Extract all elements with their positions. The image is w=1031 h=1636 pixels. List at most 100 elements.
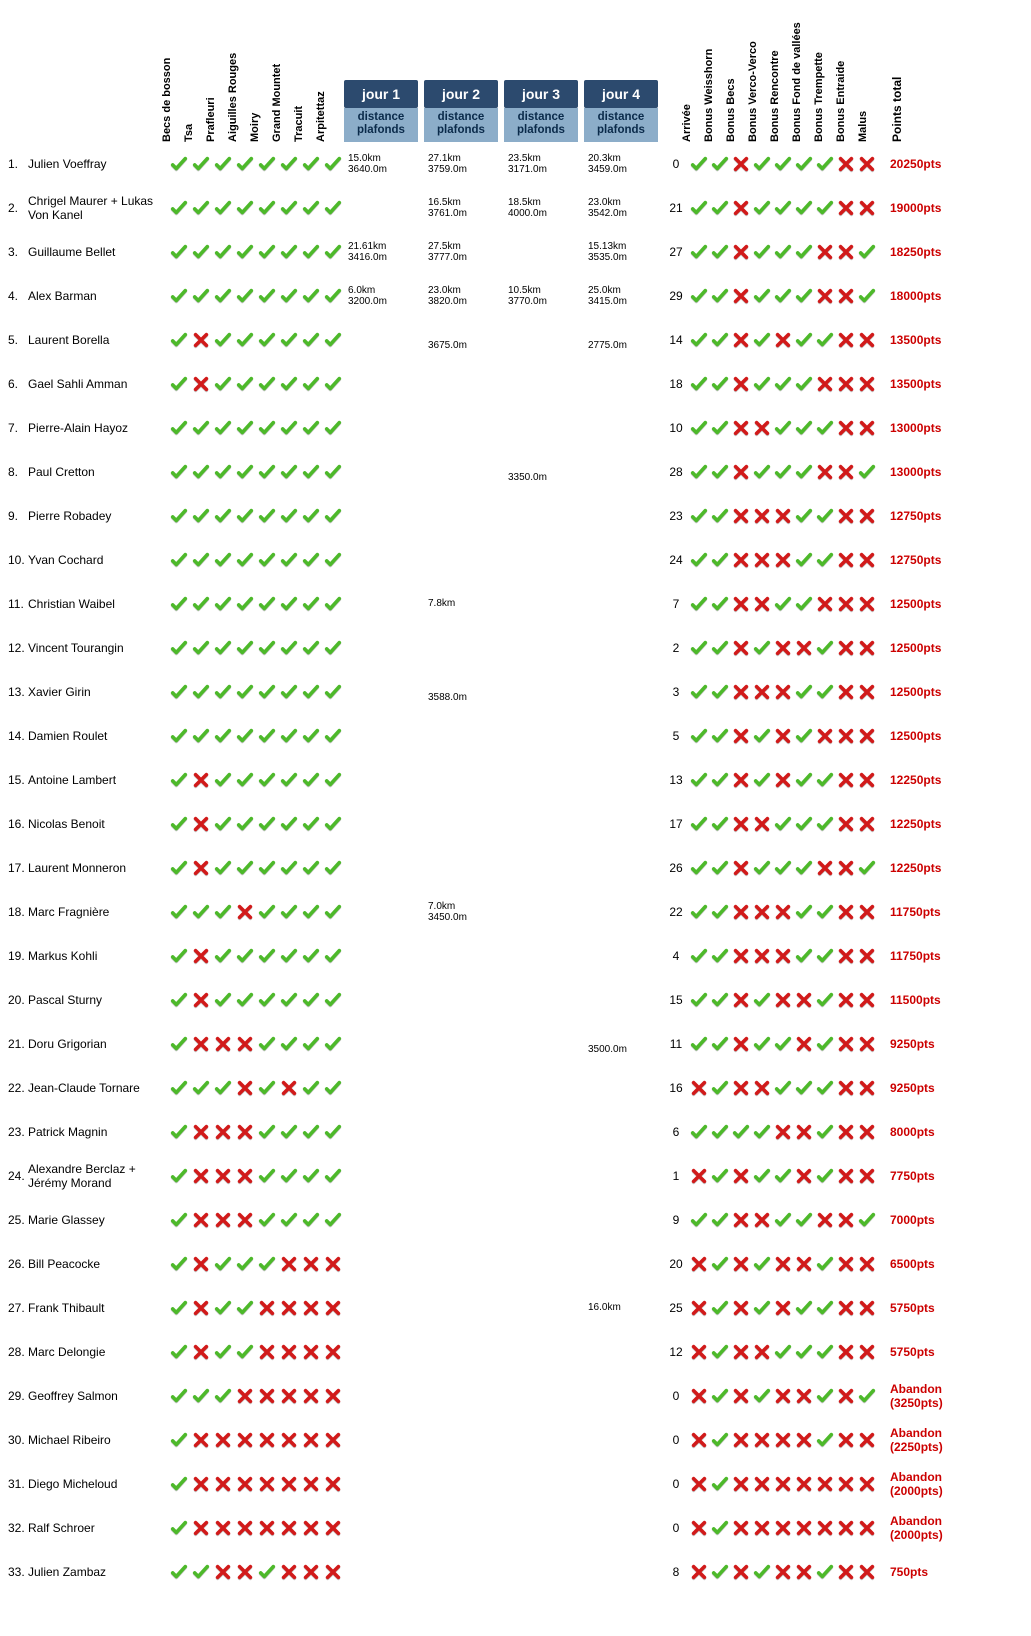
check-icon (256, 1254, 277, 1275)
peak-checks (168, 858, 344, 879)
check-icon (256, 770, 277, 791)
competitor-name: Diego Micheloud (28, 1477, 168, 1491)
check-icon (212, 550, 233, 571)
check-icon (168, 462, 189, 483)
cross-icon (793, 1430, 814, 1451)
check-icon (709, 770, 730, 791)
cross-icon (730, 198, 751, 219)
competitor-name: Marc Fragnière (28, 905, 168, 919)
peak-checks (168, 1342, 344, 1363)
cross-icon (278, 1562, 299, 1583)
points-total: Abandon(2000pts) (886, 1514, 996, 1542)
cross-icon (835, 682, 856, 703)
competitor-name: Julien Voeffray (28, 157, 168, 171)
arrival-number: 8 (664, 1565, 688, 1579)
cross-icon (730, 902, 751, 923)
points-total: 13500pts (886, 333, 996, 347)
check-icon (168, 594, 189, 615)
table-row: 32.Ralf Schroer0Abandon(2000pts) (8, 1506, 1023, 1550)
rank: 13. (8, 685, 28, 699)
check-icon (278, 1166, 299, 1187)
check-icon (751, 990, 772, 1011)
check-icon (814, 1166, 835, 1187)
check-icon (322, 242, 343, 263)
check-icon (168, 1166, 189, 1187)
check-icon (709, 638, 730, 659)
check-icon (168, 946, 189, 967)
day-headers: jour 1distanceplafondsjour 2distanceplaf… (344, 16, 664, 142)
cross-icon (793, 1122, 814, 1143)
cross-icon (190, 1034, 211, 1055)
check-icon (234, 374, 255, 395)
check-icon (300, 462, 321, 483)
cross-icon (751, 902, 772, 923)
table-row: 4.Alex Barman6.0km3200.0m23.0km3820.0m10… (8, 274, 1023, 318)
check-icon (212, 1386, 233, 1407)
check-icon (168, 1298, 189, 1319)
peak-checks (168, 462, 344, 483)
check-icon (688, 374, 709, 395)
cross-icon (772, 682, 793, 703)
check-icon (168, 1474, 189, 1495)
cross-icon (793, 1254, 814, 1275)
check-icon (772, 814, 793, 835)
day-header: jour 3distanceplafonds (504, 80, 578, 142)
check-icon (212, 902, 233, 923)
cross-icon (772, 770, 793, 791)
points-total: 5750pts (886, 1345, 996, 1359)
check-icon (793, 594, 814, 615)
competitor-name: Antoine Lambert (28, 773, 168, 787)
check-icon (278, 990, 299, 1011)
check-icon (793, 946, 814, 967)
points-total: 13000pts (886, 465, 996, 479)
cross-icon (234, 1122, 255, 1143)
check-icon (688, 506, 709, 527)
check-icon (300, 638, 321, 659)
cross-icon (856, 814, 877, 835)
check-icon (322, 286, 343, 307)
check-icon (793, 726, 814, 747)
arrival-number: 23 (664, 509, 688, 523)
check-icon (256, 638, 277, 659)
arrival-number: 10 (664, 421, 688, 435)
bonus-header-label: Bonus Rencontre (769, 50, 781, 142)
cross-icon (751, 506, 772, 527)
check-icon (212, 1254, 233, 1275)
cross-icon (856, 1298, 877, 1319)
competitor-name: Alex Barman (28, 289, 168, 303)
check-icon (168, 242, 189, 263)
check-icon (772, 1034, 793, 1055)
check-icon (212, 330, 233, 351)
check-icon (709, 946, 730, 967)
cross-icon (234, 1386, 255, 1407)
rank: 21. (8, 1037, 28, 1051)
check-icon (234, 462, 255, 483)
peak-checks (168, 638, 344, 659)
check-icon (300, 902, 321, 923)
check-icon (300, 1166, 321, 1187)
check-icon (300, 858, 321, 879)
check-icon (856, 1386, 877, 1407)
competitor-name: Patrick Magnin (28, 1125, 168, 1139)
cross-icon (793, 1166, 814, 1187)
cross-icon (730, 286, 751, 307)
peak-checks (168, 418, 344, 439)
check-icon (709, 374, 730, 395)
check-icon (709, 506, 730, 527)
check-icon (688, 198, 709, 219)
points-total: 18000pts (886, 289, 996, 303)
check-icon (168, 1562, 189, 1583)
check-icon (751, 286, 772, 307)
cross-icon (234, 1430, 255, 1451)
competitor-name: Paul Cretton (28, 465, 168, 479)
check-icon (212, 374, 233, 395)
check-icon (814, 1342, 835, 1363)
cross-icon (730, 550, 751, 571)
cross-icon (835, 1518, 856, 1539)
check-icon (168, 770, 189, 791)
rank: 29. (8, 1389, 28, 1403)
check-icon (256, 814, 277, 835)
cross-icon (278, 1386, 299, 1407)
rank: 22. (8, 1081, 28, 1095)
check-icon (814, 946, 835, 967)
